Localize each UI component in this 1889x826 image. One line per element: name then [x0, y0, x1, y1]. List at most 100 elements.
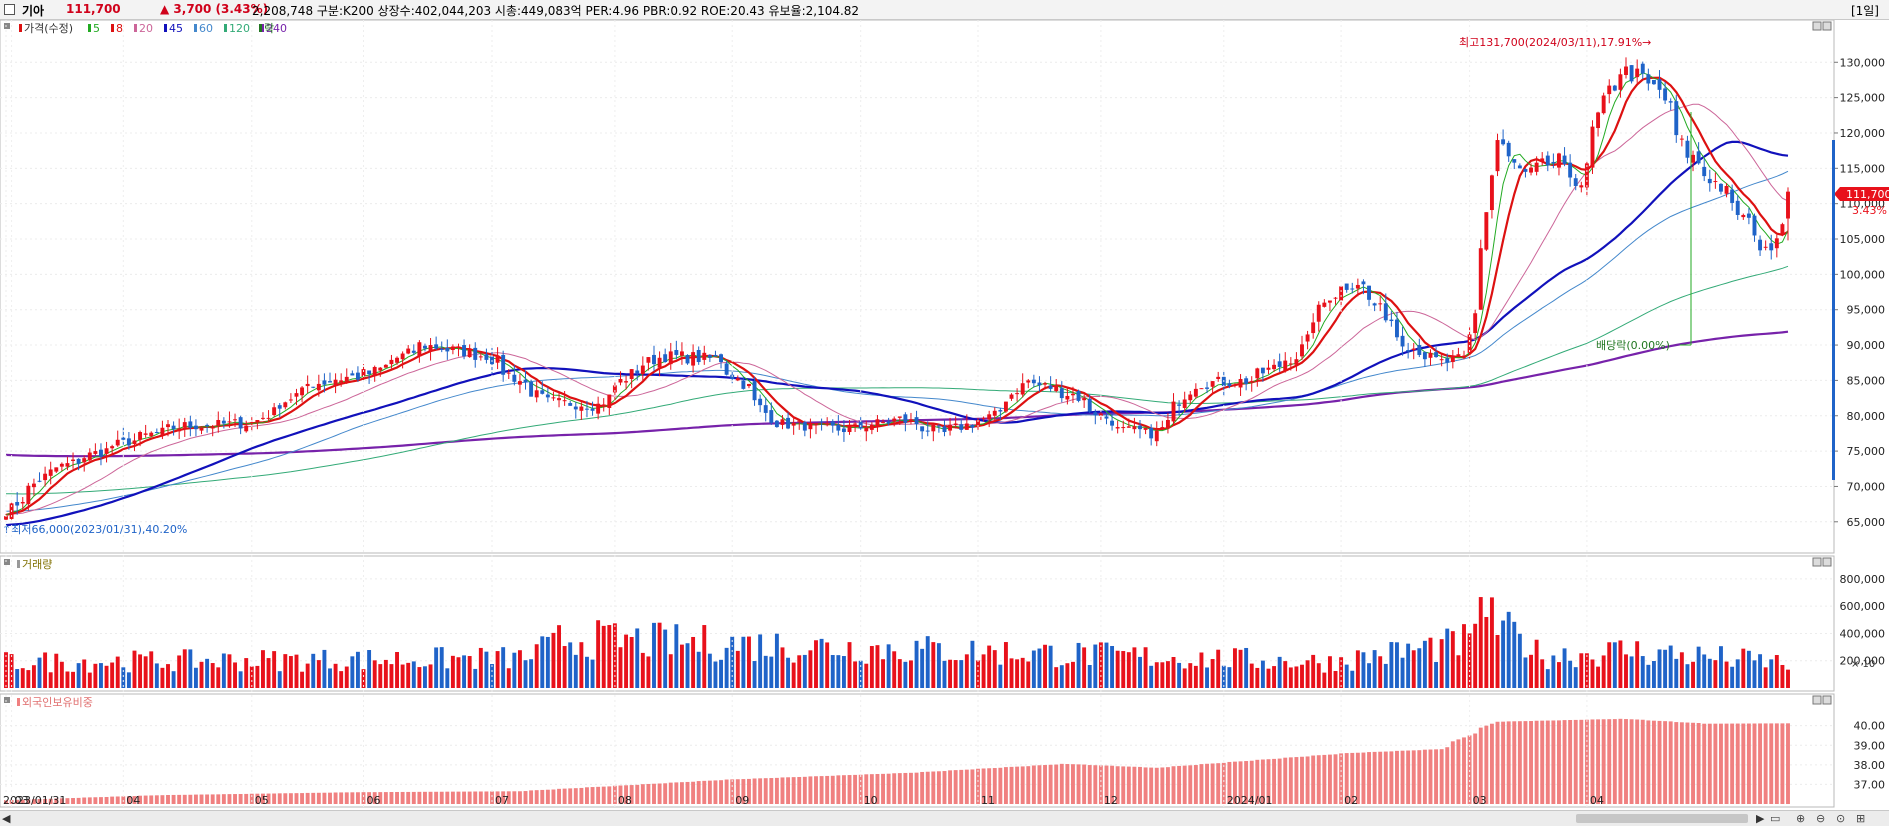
- volume-bar: [428, 664, 433, 688]
- foreign-ratio-bar: [791, 777, 796, 804]
- foreign-ratio-bar: [523, 791, 528, 804]
- period-selector[interactable]: [1일]: [1850, 4, 1879, 18]
- foreign-close-icon[interactable]: [1822, 695, 1832, 705]
- volume-bar: [1478, 597, 1483, 688]
- volume-bar: [836, 655, 841, 688]
- scroll-thumb[interactable]: [1576, 814, 1748, 823]
- foreign-ratio-bar: [166, 795, 170, 804]
- volume-bar: [48, 672, 53, 688]
- foreign-ratio-bar: [1054, 764, 1059, 804]
- candle-body: [434, 344, 439, 349]
- candle-body: [160, 427, 165, 435]
- panel-menu-icon[interactable]: [4, 23, 10, 29]
- scroll-right-icon[interactable]: ▶: [1756, 812, 1765, 825]
- candle-body: [1763, 246, 1768, 248]
- volume-bar: [1104, 642, 1109, 688]
- volume-axis-label: 600,000: [1840, 600, 1886, 613]
- volume-panel-menu-icon[interactable]: [4, 559, 10, 565]
- candle-body: [255, 419, 260, 423]
- volume-bar: [1450, 631, 1455, 688]
- foreign-ratio-bar: [328, 792, 332, 804]
- ma-legend-marker: [88, 24, 91, 32]
- foreign-panel-menu-icon[interactable]: [4, 697, 10, 703]
- foreign-ratio-bar: [635, 784, 640, 804]
- candle-body: [132, 440, 137, 445]
- foreign-ratio-bar: [1322, 754, 1327, 804]
- volume-bar: [942, 660, 947, 688]
- candle-body: [1422, 352, 1427, 360]
- zoom-out-icon[interactable]: ⊖: [1816, 812, 1826, 825]
- foreign-ratio-bar: [914, 772, 919, 804]
- volume-bar: [1244, 647, 1249, 688]
- x-axis-label: 03: [15, 794, 29, 807]
- foreign-ratio-bar: [663, 783, 668, 804]
- zoom-controls[interactable]: ▭ ⊕ ⊖ ⊙ ⊞: [1770, 812, 1884, 825]
- price-change: ▲ 3,700 (3.43%): [160, 2, 269, 16]
- volume-bar: [294, 654, 299, 688]
- volume-bar: [925, 636, 930, 688]
- zoom-reset-icon[interactable]: ⊙: [1836, 812, 1846, 825]
- candle-body: [1188, 394, 1193, 401]
- volume-bar: [138, 654, 143, 688]
- foreign-ratio-bar: [1143, 767, 1148, 804]
- zoom-fit-icon[interactable]: ⊞: [1856, 812, 1866, 825]
- panel-window-controls[interactable]: [1812, 21, 1832, 31]
- candle-body: [383, 364, 388, 368]
- foreign-ratio-bar: [1495, 721, 1500, 804]
- foreign-ratio-bar: [110, 796, 115, 804]
- price-axis-label: 105,000: [1840, 233, 1886, 246]
- volume-bar: [1367, 663, 1371, 688]
- zoom-in-icon[interactable]: ⊕: [1796, 812, 1806, 825]
- panel-maximize-icon[interactable]: [1812, 21, 1822, 31]
- volume-close-icon[interactable]: [1822, 557, 1832, 567]
- x-axis-label: 06: [367, 794, 381, 807]
- foreign-ratio-bar: [1646, 720, 1651, 804]
- volume-bar: [635, 628, 640, 688]
- volume-bar: [238, 671, 243, 688]
- candle-body: [188, 421, 193, 428]
- foreign-ratio-bar: [339, 792, 344, 804]
- volume-bar: [272, 651, 277, 688]
- panel-close-icon[interactable]: [1822, 21, 1832, 31]
- volume-bar: [450, 655, 455, 688]
- stock-name: 기아: [22, 4, 45, 18]
- candle-body: [1160, 427, 1165, 429]
- candle-body: [1395, 319, 1399, 338]
- scroll-left-icon[interactable]: ◀: [2, 812, 11, 825]
- foreign-ratio-bar: [1579, 719, 1584, 804]
- volume-bar: [551, 632, 556, 688]
- volume-bar: [1020, 657, 1025, 688]
- header-checkbox[interactable]: [4, 4, 15, 15]
- volume-maximize-icon[interactable]: [1812, 557, 1822, 567]
- volume-bar: [177, 655, 182, 688]
- candle-body: [322, 380, 327, 385]
- foreign-ratio-bar: [814, 776, 818, 804]
- foreign-ratio-bar: [1752, 723, 1757, 804]
- foreign-ratio-bar: [1316, 755, 1321, 804]
- candle-body: [99, 449, 103, 457]
- volume-bar: [1512, 621, 1517, 688]
- volume-bar: [406, 662, 411, 688]
- foreign-ratio-bar: [545, 789, 550, 804]
- volume-bar: [456, 657, 461, 688]
- price-axis-label: 85,000: [1847, 374, 1886, 387]
- stock-chart[interactable]: 65,000 70,000 75,000 80,000 85,000 90,000 95,0…: [0, 20, 1889, 810]
- price-range-indicator: [1832, 140, 1835, 480]
- volume-bar: [747, 636, 751, 688]
- foreign-ratio-bar: [54, 798, 59, 804]
- foreign-ratio-bar: [1138, 766, 1142, 804]
- volume-bar: [981, 654, 986, 688]
- volume-bar: [663, 629, 668, 688]
- foreign-maximize-icon[interactable]: [1812, 695, 1822, 705]
- candle-body: [82, 458, 87, 463]
- volume-bar: [702, 625, 707, 688]
- candle-body: [1501, 139, 1506, 145]
- volume-bar: [417, 667, 422, 688]
- foreign-ratio-bar: [959, 769, 964, 804]
- candle-body: [1138, 425, 1142, 430]
- horizontal-scrollbar[interactable]: ◀ ▶ ▭ ⊕ ⊖ ⊙ ⊞: [0, 810, 1889, 826]
- volume-bar: [1260, 660, 1265, 688]
- zoom-slider-icon[interactable]: ▭: [1770, 812, 1781, 825]
- volume-bar: [1372, 650, 1377, 688]
- foreign-ratio-bar: [20, 799, 25, 804]
